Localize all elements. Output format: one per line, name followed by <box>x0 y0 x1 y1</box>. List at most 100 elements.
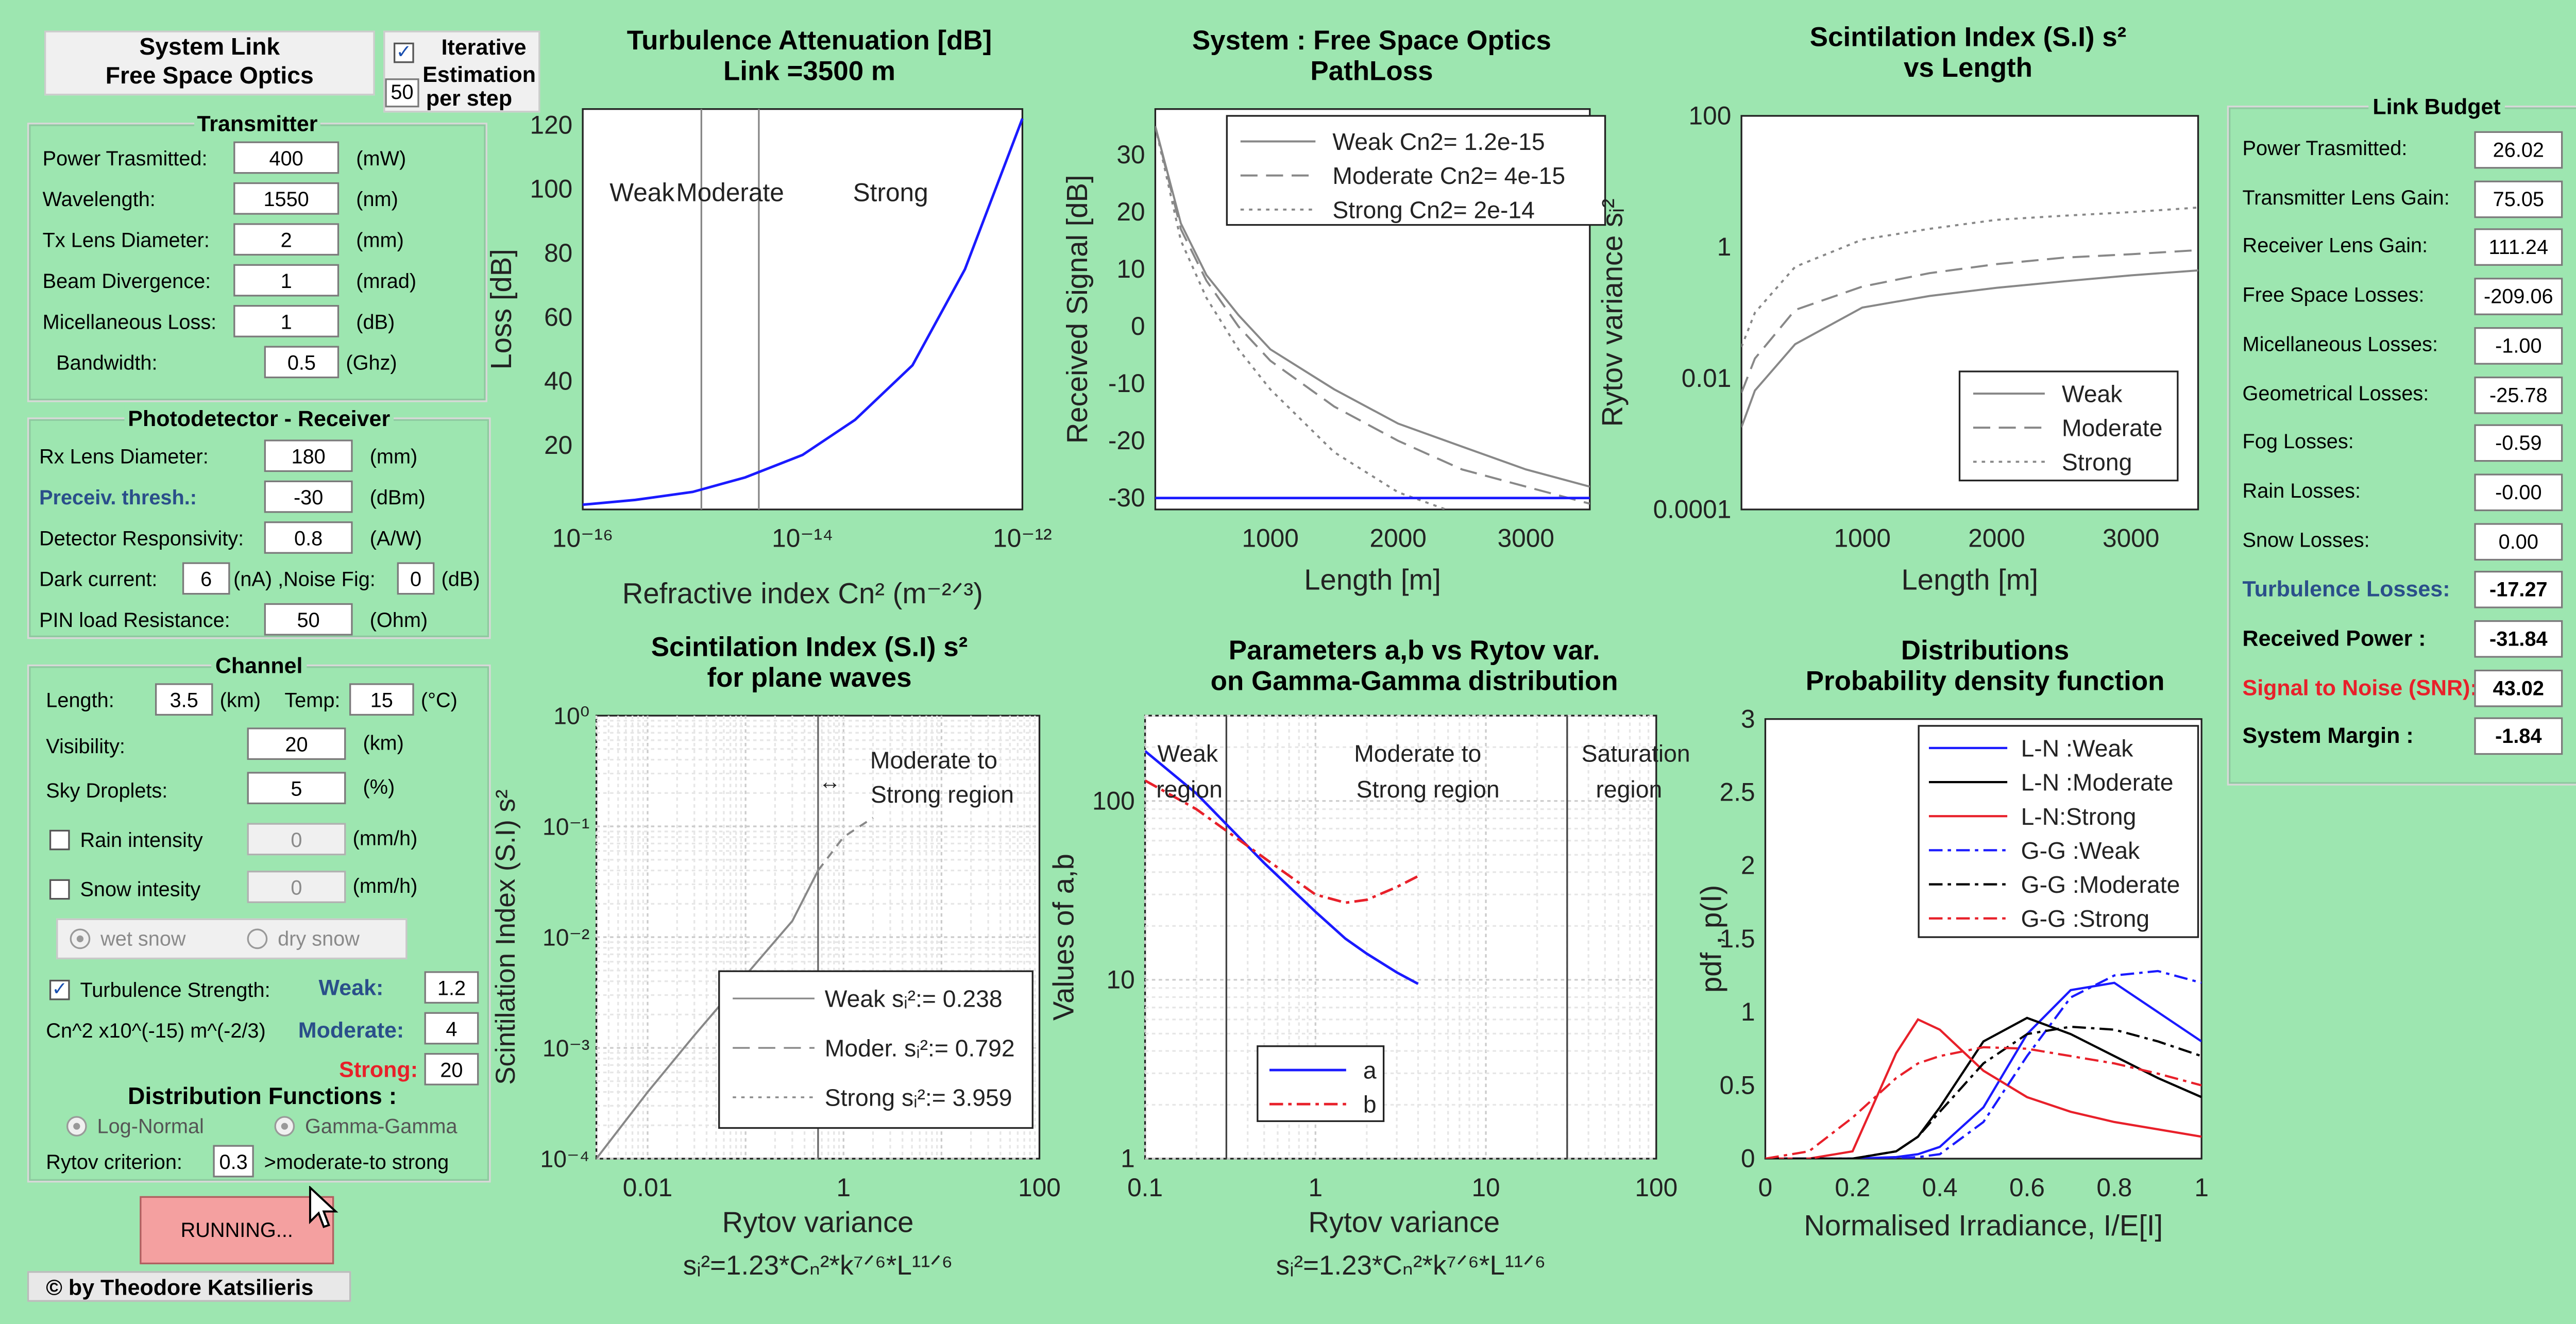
x-tick-label: 1000 <box>1242 524 1298 553</box>
rain-input[interactable]: 0 <box>247 823 346 856</box>
bandwidth-input[interactable]: 0.5 <box>264 346 340 379</box>
noise-fig-unit: (dB) <box>441 567 480 591</box>
misc-loss-input[interactable]: 1 <box>233 305 340 337</box>
visibility-label: Visibility: <box>46 734 125 758</box>
y-tick-label: -30 <box>1108 483 1145 512</box>
pdf-line-1 <box>1765 1016 2202 1159</box>
dry-snow-radio[interactable] <box>247 928 268 949</box>
budget-label: Rain Losses: <box>2242 479 2361 503</box>
y-tick-label: -20 <box>1108 426 1145 455</box>
visibility-input[interactable]: 20 <box>247 727 346 760</box>
gamma-title: Parameters a,b vs Rytov var. <box>1228 637 1600 667</box>
power-input[interactable]: 400 <box>233 141 340 174</box>
turbulence-checkbox[interactable]: ✓ <box>49 979 70 1000</box>
gamma-radio[interactable] <box>274 1116 295 1137</box>
legend-entry: L-N :Moderate <box>2021 769 2174 796</box>
sky-input[interactable]: 5 <box>247 772 346 805</box>
x-axis-label: Rytov variance <box>722 1206 914 1238</box>
x-tick-label: 0.1 <box>1127 1173 1163 1202</box>
lognormal-radio[interactable] <box>66 1116 87 1137</box>
scint-length-line-2 <box>1741 206 2198 348</box>
budget-label: Receiver Lens Gain: <box>2242 234 2428 258</box>
scint-plane-line-dashed <box>817 817 874 871</box>
budget-label: Turbulence Losses: <box>2242 576 2450 602</box>
x-axis-label: Length [m] <box>1304 563 1441 596</box>
divergence-input[interactable]: 1 <box>233 264 340 297</box>
threshold-input[interactable]: -30 <box>264 480 353 513</box>
region-label: Moderate to <box>1354 740 1481 767</box>
budget-label: System Margin : <box>2242 723 2414 749</box>
channel-panel: Channel Length: 3.5 (km) Temp: 15 (°C) V… <box>27 652 491 1183</box>
tx-label: Beam Divergence: <box>42 269 211 293</box>
responsivity-unit: (A/W) <box>369 526 422 551</box>
y-tick-label: 10⁻⁴ <box>540 1146 590 1173</box>
length-input[interactable]: 3.5 <box>155 683 213 716</box>
formula-label: sᵢ²=1.23*Cₙ²*k⁷ᐟ⁶*L¹¹ᐟ⁶ <box>683 1250 953 1281</box>
scint-plane-legend <box>718 970 1033 1129</box>
responsivity-input[interactable]: 0.8 <box>264 521 353 554</box>
y-tick-label: 2 <box>1741 851 1755 880</box>
responsivity-label: Detector Responsivity: <box>39 526 244 551</box>
pathloss-line-1 <box>1155 126 1590 505</box>
x-axis-label: Rytov variance <box>1308 1206 1500 1238</box>
gamma-a-line <box>1145 750 1419 985</box>
strong-input[interactable]: 20 <box>424 1053 479 1085</box>
rytov-label: Rytov criterion: <box>46 1150 182 1174</box>
budget-value: -0.00 <box>2474 473 2563 511</box>
region-label: Moderate <box>676 178 784 207</box>
noise-fig-label: ,Noise Fig: <box>278 567 376 591</box>
iterative-label-2: Estimation <box>422 61 536 87</box>
legend-entry: G-G :Strong <box>2021 905 2150 932</box>
x-tick-label: 1000 <box>1834 524 1891 553</box>
pdf-subtitle: Probability density function <box>1805 668 2165 697</box>
x-tick-label: 10⁻¹² <box>993 524 1052 553</box>
legend-entry: L-N:Strong <box>2021 803 2137 830</box>
y-tick-label: 80 <box>544 239 572 267</box>
dark-current-input[interactable]: 6 <box>182 562 230 595</box>
wet-snow-label: wet snow <box>100 927 186 951</box>
tx-unit: (Ghz) <box>346 351 397 375</box>
wavelength-input[interactable]: 1550 <box>233 182 340 215</box>
tx-unit: (mrad) <box>356 269 417 293</box>
budget-label: Geometrical Losses: <box>2242 381 2429 405</box>
x-tick-label: 0.8 <box>2096 1173 2132 1202</box>
iterative-label-1: Iterative <box>441 34 527 60</box>
rytov-input[interactable]: 0.3 <box>213 1145 254 1178</box>
iteration-steps-input[interactable]: 50 <box>385 78 419 108</box>
y-axis-label: pdf , p(I) <box>1694 885 1727 993</box>
pin-unit: (Ohm) <box>369 608 428 633</box>
wet-snow-radio[interactable] <box>70 928 91 949</box>
budget-label: Free Space Losses: <box>2242 283 2425 307</box>
iterative-checkbox[interactable]: ✓ <box>394 42 414 63</box>
legend-entry: Weak sᵢ²:= 0.238 <box>825 986 1003 1012</box>
region-label: Strong region <box>1357 776 1500 803</box>
rain-checkbox[interactable] <box>49 829 70 851</box>
temp-label: Temp: <box>284 688 341 712</box>
x-tick-label: 0.6 <box>2009 1173 2045 1202</box>
moderate-input[interactable]: 4 <box>424 1012 479 1045</box>
tx-label: Micellaneous Loss: <box>42 310 217 334</box>
system-title-line1: System Link <box>139 32 280 60</box>
rx-lens-input[interactable]: 180 <box>264 439 353 472</box>
rx-lens-label: Rx Lens Diameter: <box>39 445 209 469</box>
weak-input[interactable]: 1.2 <box>424 971 479 1004</box>
region-label: Weak <box>609 178 674 207</box>
channel-title: Channel <box>212 652 307 678</box>
legend-entry: b <box>1363 1091 1377 1118</box>
threshold-unit: (dBm) <box>369 485 426 510</box>
snow-checkbox[interactable] <box>49 879 70 900</box>
link-budget-title: Link Budget <box>2369 93 2504 120</box>
temp-input[interactable]: 15 <box>349 683 414 716</box>
run-button[interactable]: RUNNING... <box>140 1196 334 1265</box>
y-tick-label: 100 <box>530 175 573 203</box>
tx-lens-input[interactable]: 2 <box>233 223 340 256</box>
snow-type-group <box>56 918 408 960</box>
gamma-b-line <box>1145 779 1419 904</box>
pin-input[interactable]: 50 <box>264 603 353 636</box>
rytov-note: >moderate-to strong <box>264 1150 449 1174</box>
threshold-label: Preceiv. thresh.: <box>39 485 197 510</box>
snow-input[interactable]: 0 <box>247 871 346 903</box>
budget-value: 111.24 <box>2474 229 2563 267</box>
noise-fig-input[interactable]: 0 <box>397 562 435 595</box>
